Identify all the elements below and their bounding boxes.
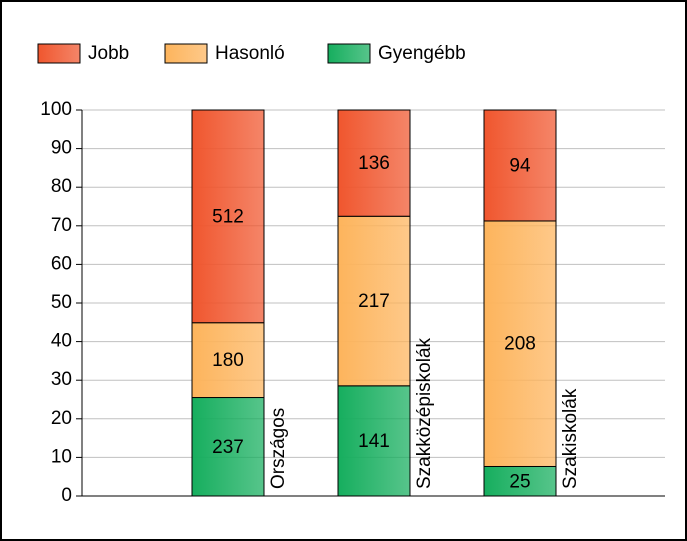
data-label: 180 bbox=[212, 350, 244, 371]
y-tick-label: 10 bbox=[51, 446, 72, 467]
data-label: 237 bbox=[212, 437, 244, 458]
data-label: 25 bbox=[509, 471, 530, 492]
bar-segment bbox=[483, 465, 557, 497]
x-tick-label: Szakközépiskolák bbox=[414, 337, 435, 489]
x-tick-label: Országos bbox=[268, 408, 289, 489]
bar-segment bbox=[483, 220, 557, 467]
y-tick-label: 50 bbox=[51, 292, 72, 313]
y-tick-label: 40 bbox=[51, 331, 72, 352]
y-tick-label: 80 bbox=[51, 176, 72, 197]
data-label: 208 bbox=[504, 334, 536, 355]
data-label: 141 bbox=[358, 431, 390, 452]
y-tick-label: 90 bbox=[51, 138, 72, 159]
legend-label: Jobb bbox=[88, 43, 129, 64]
legend-swatch bbox=[327, 43, 371, 64]
data-label: 136 bbox=[358, 153, 390, 174]
legend-label: Hasonló bbox=[215, 43, 285, 64]
bar-segment bbox=[337, 215, 411, 387]
y-tick-label: 30 bbox=[51, 369, 72, 390]
y-tick-label: 70 bbox=[51, 215, 72, 236]
legend-label: Gyengébb bbox=[378, 43, 466, 64]
legend-swatch bbox=[164, 43, 208, 64]
y-tick-label: 0 bbox=[61, 485, 72, 506]
y-tick-label: 20 bbox=[51, 408, 72, 429]
data-label: 512 bbox=[212, 206, 244, 227]
bar-segment bbox=[337, 109, 411, 217]
legend-swatch bbox=[37, 43, 81, 64]
y-tick-label: 100 bbox=[40, 99, 72, 120]
x-tick-label: Szakiskolák bbox=[560, 388, 581, 489]
bar-segment bbox=[337, 385, 411, 497]
bar-segment bbox=[191, 109, 265, 324]
bar-segment bbox=[191, 397, 265, 497]
data-label: 94 bbox=[509, 155, 531, 176]
bar-segment bbox=[483, 109, 557, 222]
data-label: 217 bbox=[358, 291, 390, 312]
y-tick-label: 60 bbox=[51, 253, 72, 274]
